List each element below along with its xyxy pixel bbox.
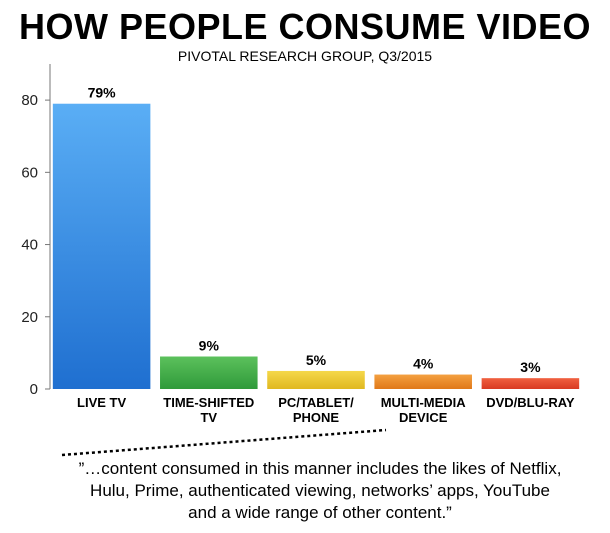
data-label: 3% <box>520 359 541 375</box>
x-tick-label: LIVE TV <box>77 395 126 410</box>
x-tick-label: MULTI-MEDIA <box>381 395 467 410</box>
data-label: 5% <box>306 352 327 368</box>
bar <box>481 378 580 389</box>
data-label: 9% <box>199 338 220 354</box>
y-tick-label: 40 <box>21 237 38 254</box>
x-tick-label: DVD/BLU-RAY <box>486 395 575 410</box>
x-tick-label: TIME-SHIFTED <box>163 395 254 410</box>
bar <box>160 356 258 389</box>
x-tick-label: TV <box>200 410 217 425</box>
x-tick-label: PC/TABLET/ <box>278 395 354 410</box>
y-tick-label: 80 <box>21 92 38 109</box>
annotation-line: Hulu, Prime, authenticated viewing, netw… <box>90 481 550 500</box>
y-tick-label: 20 <box>21 309 38 326</box>
y-tick-label: 60 <box>21 164 38 181</box>
data-label: 79% <box>88 85 117 101</box>
y-tick-label: 0 <box>30 381 38 398</box>
bar <box>267 370 365 389</box>
annotation-line: ”…content consumed in this manner includ… <box>78 459 562 478</box>
annotation-line: and a wide range of other content.” <box>188 503 452 522</box>
chart-title: HOW PEOPLE CONSUME VIDEO <box>18 6 592 47</box>
x-tick-label: DEVICE <box>399 410 448 425</box>
bar <box>52 103 151 389</box>
annotation-pointer <box>61 428 387 457</box>
chart-subtitle: PIVOTAL RESEARCH GROUP, Q3/2015 <box>177 48 433 64</box>
data-label: 4% <box>413 356 434 372</box>
x-tick-label: PHONE <box>293 410 340 425</box>
bar <box>374 374 472 389</box>
annotation-quote: ”…content consumed in this manner includ… <box>40 458 600 524</box>
